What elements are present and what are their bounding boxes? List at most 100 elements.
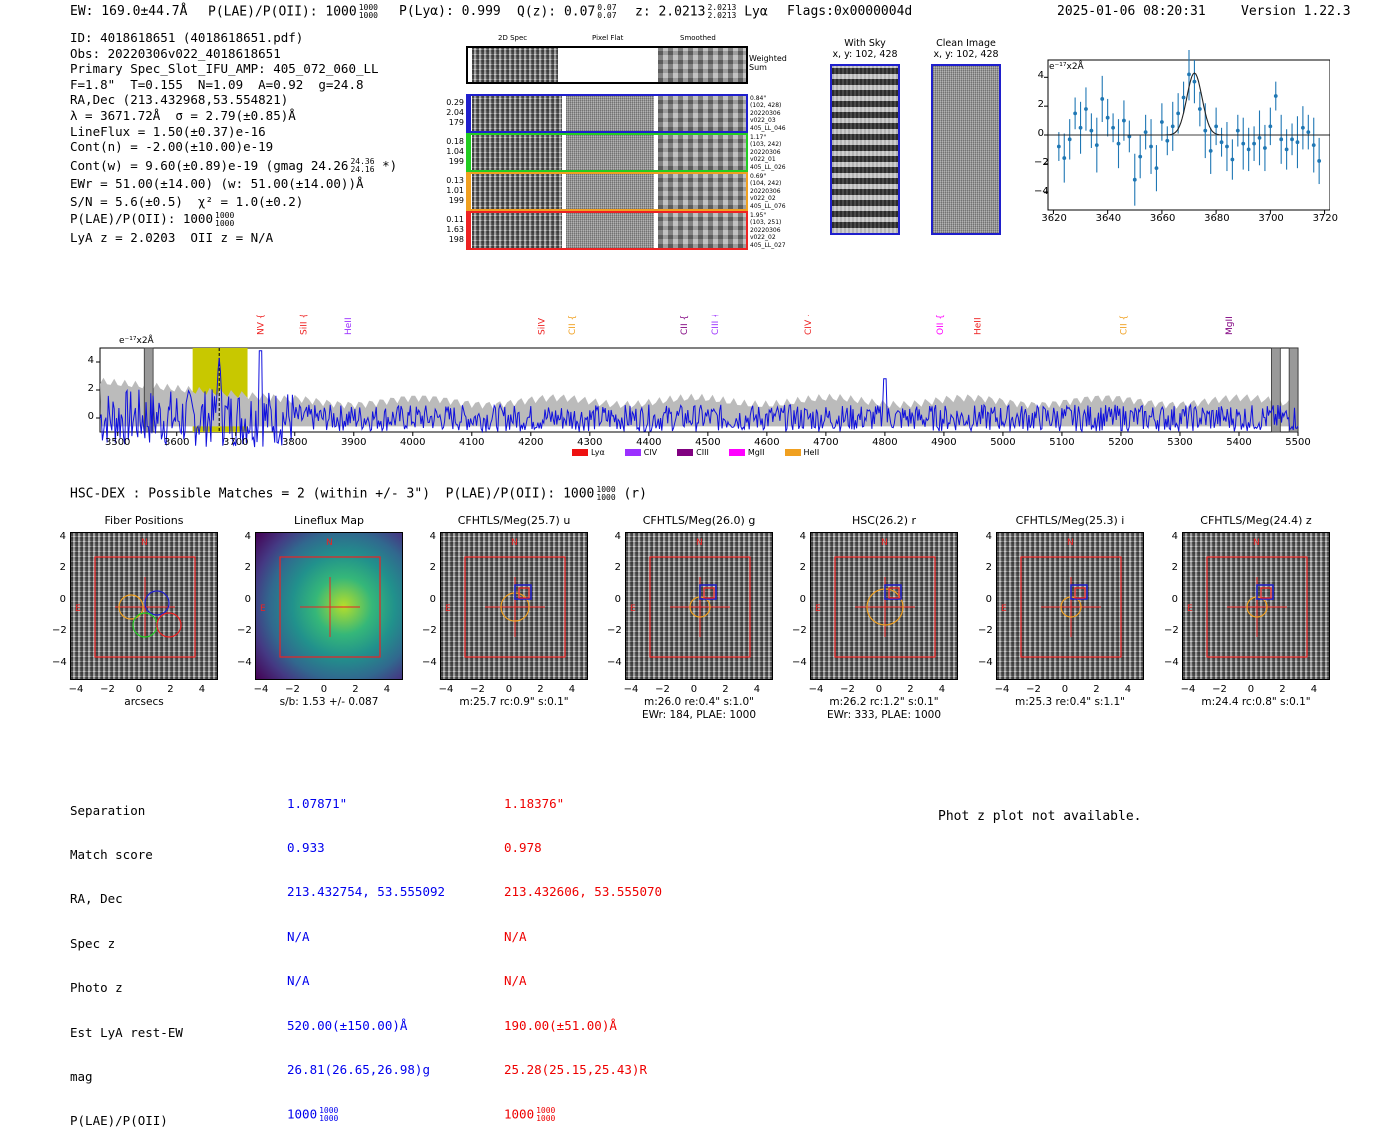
zoom-data-point [1284, 147, 1289, 152]
stamp-right-value: v022_01 [750, 156, 776, 164]
stamp-right-value: (103, 251) [750, 219, 782, 227]
cutout-xtick-label: −4 [68, 684, 84, 695]
full-xtick-label: 4000 [400, 437, 426, 448]
match-label: mag [70, 1068, 93, 1084]
zoom-data-point [1116, 141, 1121, 146]
cutout-ytick-label: 4 [59, 531, 66, 542]
header-plae: P(LAE)/P(OII): 1000 1000 1000 [208, 3, 378, 20]
zoom-ytick-label: −2 [1034, 156, 1049, 168]
fiber-circle [156, 612, 182, 638]
match-label: Separation [70, 802, 146, 818]
north-label: N [141, 538, 148, 548]
header-ew: EW: 169.0±44.7Å [70, 4, 188, 19]
stamp-right-value: 405_LL_076 [750, 202, 786, 210]
stamp-right-value: 20220306 [750, 226, 781, 234]
cutout-ytick-label: 2 [985, 562, 992, 574]
cutout-footer: s/b: 1.53 +/- 0.087 [279, 696, 379, 708]
zoom-ytick-label: 2 [1037, 99, 1044, 111]
match-red-value: N/A [504, 973, 527, 989]
stamp-right-value: 0.84" [750, 95, 767, 102]
stamp-pixel-flat [566, 135, 654, 170]
emission-line-label: CIII { [711, 315, 721, 335]
legend-swatch [728, 449, 745, 456]
stamp-left-value: 1.63 [446, 225, 464, 234]
full-xtick-label: 5100 [1049, 437, 1075, 448]
cutout-ytick-label: 4 [1171, 531, 1178, 542]
cutout-xtick-label: 0 [875, 684, 883, 695]
with-sky-title: With Sky x, y: 102, 428 [830, 38, 900, 60]
cutout-xtick-label: 4 [568, 684, 576, 695]
cutout-ytick-label: 0 [244, 593, 251, 605]
search-box [1206, 556, 1308, 658]
stamp-pixel-flat [566, 174, 654, 209]
stamp-row [466, 94, 748, 133]
cutout-ytick-label: 2 [244, 562, 251, 574]
stamp-color-bar [468, 135, 471, 170]
cutout-xtick-label: 0 [135, 684, 143, 695]
cutout-ytick-label: 0 [59, 593, 66, 605]
emission-line-label: HeII { [974, 315, 984, 335]
east-label: E [260, 604, 266, 614]
cutout-ytick-label: −4 [978, 656, 993, 668]
search-box [94, 556, 196, 658]
full-xtick-label: 4500 [695, 437, 721, 448]
cutout-ytick-label: 0 [985, 593, 992, 605]
search-box [464, 556, 566, 658]
cutout-footer: m:25.3 re:0.4" s:1.1" [1015, 696, 1125, 708]
zoom-xtick-label: 3620 [1041, 213, 1067, 224]
cutout-xtick-label: −2 [285, 684, 300, 695]
match-label: P(LAE)/P(OII) [70, 1113, 168, 1129]
legend-swatch [624, 449, 641, 456]
east-label: E [630, 604, 636, 614]
search-box [649, 556, 751, 658]
stamp-pixel-flat [566, 96, 654, 131]
zoom-line-chart [1044, 50, 1330, 214]
info-line: Primary Spec_Slot_IFU_AMP: 405_072_060_L… [70, 61, 379, 77]
cutout-xtick-label: −2 [655, 684, 670, 695]
search-box [1020, 556, 1122, 658]
stamp-left-value: 199 [448, 157, 464, 166]
emission-line-label: MgII { [1225, 315, 1235, 335]
zoom-data-point [1089, 128, 1094, 133]
cutout-footer: m:25.7 rc:0.9" s:0.1" [459, 696, 569, 708]
zoom-data-point [1122, 118, 1126, 123]
fiber-circle [144, 590, 170, 616]
cutout-xtick-label: 0 [1061, 684, 1069, 695]
cutout-overlay: NE [75, 538, 196, 658]
cutout-ytick-label: −4 [52, 656, 67, 668]
stamp-right-value: 20220306 [750, 109, 781, 117]
stamp-left-value: 0.29 [446, 98, 464, 107]
info-plae: P(LAE)/P(OII): 1000 1000 1000 [70, 210, 235, 228]
cutout-title: Fiber Positions [104, 514, 184, 527]
cutout-xtick-label: 2 [1279, 684, 1286, 695]
cutout-ytick-label: 0 [799, 593, 806, 605]
full-xtick-label: 5400 [1226, 437, 1252, 448]
full-xtick-label: 5300 [1167, 437, 1193, 448]
zoom-data-point [1132, 177, 1137, 182]
info-block: ID: 4018618651 (4018618651.pdf) Obs: 202… [70, 30, 440, 246]
emission-line-label: HeII { [344, 315, 354, 335]
stamp-2d-spec [472, 135, 562, 170]
match-box-blue [884, 584, 902, 600]
cutout-xtick-label: −4 [623, 684, 639, 695]
full-xtick-label: 3900 [341, 437, 367, 448]
zoom-data-point [1311, 143, 1316, 147]
flux-spectrum-line [99, 350, 1299, 448]
cutout-ytick-label: 0 [429, 593, 436, 605]
cutout-ytick-label: 2 [59, 562, 66, 574]
full-xtick-label: 4100 [459, 437, 485, 448]
legend-swatch [677, 449, 694, 456]
stamp-right-value: 405_LL_046 [750, 124, 786, 132]
legend-label: MgII [747, 448, 765, 457]
cutout-title: Lineflux Map [293, 514, 365, 527]
emission-line-label: SiIV { [537, 315, 547, 335]
zoom-data-point [1241, 141, 1246, 146]
full-ytick-label: 0 [87, 411, 94, 422]
cutout-xtick-label: 2 [722, 684, 729, 695]
cutout-ytick-label: 0 [1171, 593, 1178, 605]
stamp-pixel-flat [560, 48, 656, 82]
